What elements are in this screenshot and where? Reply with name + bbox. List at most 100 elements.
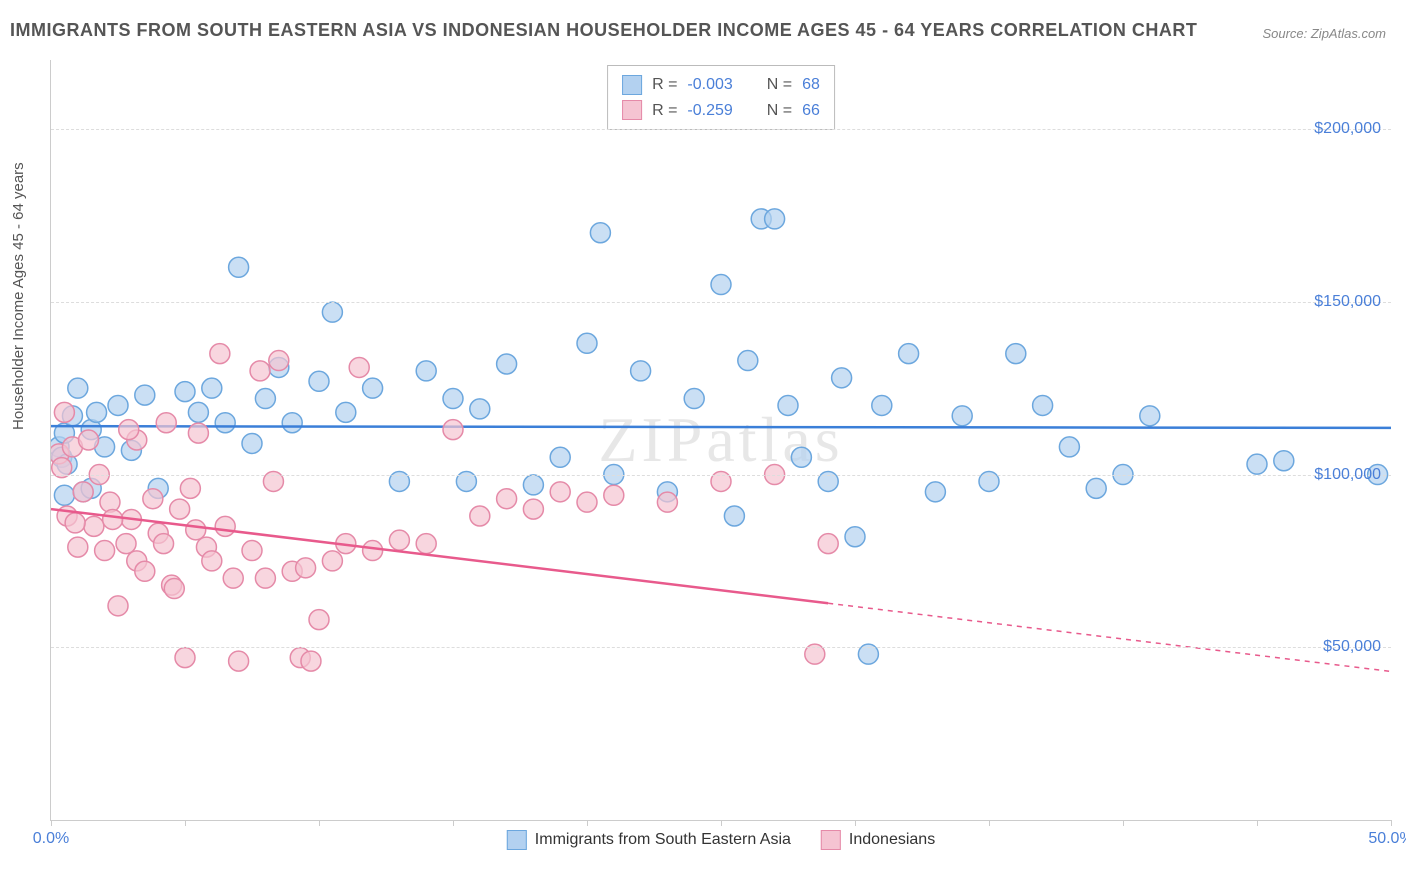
data-point	[103, 509, 123, 529]
data-point	[497, 489, 517, 509]
data-point	[84, 516, 104, 536]
data-point	[54, 402, 74, 422]
x-tick	[51, 820, 52, 826]
data-point	[65, 513, 85, 533]
data-point	[68, 378, 88, 398]
y-tick-label: $200,000	[1314, 120, 1381, 138]
stat-r-label: R =	[652, 98, 677, 124]
x-tick	[453, 820, 454, 826]
data-point	[242, 433, 262, 453]
data-point	[711, 275, 731, 295]
x-tick	[185, 820, 186, 826]
data-point	[1274, 451, 1294, 471]
data-point	[336, 402, 356, 422]
y-tick-label: $100,000	[1314, 466, 1381, 484]
y-axis-label: Householder Income Ages 45 - 64 years	[10, 162, 27, 430]
data-point	[188, 423, 208, 443]
data-point	[186, 520, 206, 540]
data-point	[180, 478, 200, 498]
data-point	[73, 482, 93, 502]
data-point	[443, 420, 463, 440]
data-point	[738, 351, 758, 371]
legend-label: Immigrants from South Eastern Asia	[535, 831, 791, 849]
legend-item: Indonesians	[821, 830, 935, 850]
stats-box: R = -0.003N = 68R = -0.259N = 66	[607, 65, 835, 130]
data-point	[1140, 406, 1160, 426]
data-point	[255, 389, 275, 409]
data-point	[135, 561, 155, 581]
data-point	[349, 357, 369, 377]
data-point	[363, 378, 383, 398]
legend-item: Immigrants from South Eastern Asia	[507, 830, 791, 850]
x-tick	[319, 820, 320, 826]
data-point	[210, 344, 230, 364]
data-point	[95, 541, 115, 561]
data-point	[791, 447, 811, 467]
data-point	[523, 475, 543, 495]
bottom-legend: Immigrants from South Eastern Asia Indone…	[507, 830, 935, 850]
data-point	[68, 537, 88, 557]
data-point	[250, 361, 270, 381]
data-point	[724, 506, 744, 526]
data-point	[229, 651, 249, 671]
gridline	[51, 129, 1391, 130]
y-tick-label: $150,000	[1314, 293, 1381, 311]
data-point	[657, 492, 677, 512]
x-tick	[1391, 820, 1392, 826]
stat-r-value: -0.259	[687, 98, 732, 124]
data-point	[872, 395, 892, 415]
stat-r-value: -0.003	[687, 72, 732, 98]
chart-container: IMMIGRANTS FROM SOUTH EASTERN ASIA VS IN…	[0, 0, 1406, 892]
data-point	[175, 382, 195, 402]
y-tick-label: $50,000	[1323, 638, 1381, 656]
data-point	[119, 420, 139, 440]
x-tick	[855, 820, 856, 826]
data-point	[156, 413, 176, 433]
data-point	[309, 610, 329, 630]
data-point	[108, 596, 128, 616]
data-point	[443, 389, 463, 409]
chart-title: IMMIGRANTS FROM SOUTH EASTERN ASIA VS IN…	[10, 20, 1197, 41]
data-point	[202, 378, 222, 398]
data-point	[188, 402, 208, 422]
data-point	[282, 413, 302, 433]
data-point	[116, 534, 136, 554]
x-tick	[1257, 820, 1258, 826]
data-point	[577, 333, 597, 353]
gridline	[51, 475, 1391, 476]
stat-n-value: 68	[802, 72, 820, 98]
data-point	[223, 568, 243, 588]
data-point	[229, 257, 249, 277]
x-tick-label: 50.0%	[1368, 830, 1406, 848]
trend-line	[51, 426, 1391, 428]
data-point	[242, 541, 262, 561]
scatter-svg	[51, 60, 1391, 820]
data-point	[269, 351, 289, 371]
source-label: Source: ZipAtlas.com	[1262, 26, 1386, 41]
data-point	[215, 413, 235, 433]
data-point	[416, 534, 436, 554]
data-point	[765, 209, 785, 229]
x-tick	[989, 820, 990, 826]
legend-swatch	[622, 100, 642, 120]
data-point	[523, 499, 543, 519]
data-point	[301, 651, 321, 671]
data-point	[497, 354, 517, 374]
x-tick-label: 0.0%	[33, 830, 69, 848]
data-point	[322, 551, 342, 571]
data-point	[296, 558, 316, 578]
x-tick	[587, 820, 588, 826]
stats-row: R = -0.003N = 68	[622, 72, 820, 98]
stat-n-label: N =	[767, 98, 792, 124]
data-point	[143, 489, 163, 509]
data-point	[818, 534, 838, 554]
data-point	[322, 302, 342, 322]
data-point	[590, 223, 610, 243]
data-point	[363, 541, 383, 561]
legend-label: Indonesians	[849, 831, 935, 849]
data-point	[470, 506, 490, 526]
x-tick	[1123, 820, 1124, 826]
data-point	[550, 447, 570, 467]
data-point	[1059, 437, 1079, 457]
data-point	[135, 385, 155, 405]
